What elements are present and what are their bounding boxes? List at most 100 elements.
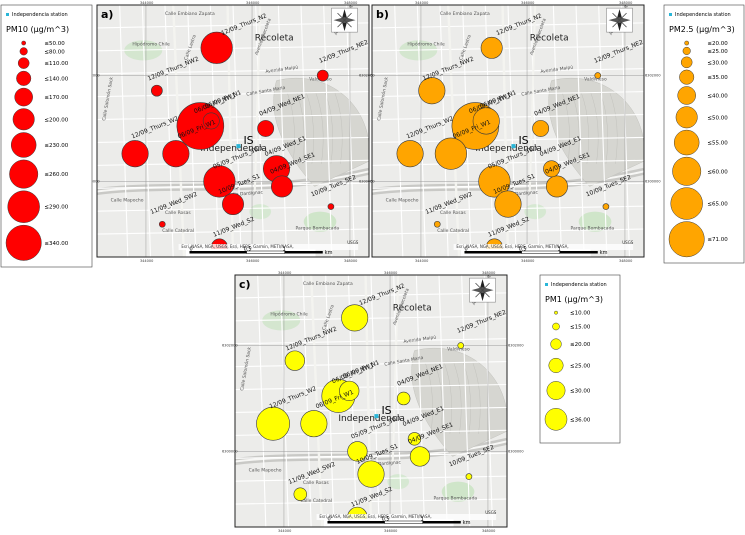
coord-top: 346000 — [521, 1, 534, 5]
scale-half: 0.5 — [382, 517, 390, 523]
street-label: Valdivieso — [447, 347, 470, 353]
site-marker-05-09-thurs-sw1 — [347, 441, 368, 462]
legend-swatch — [16, 70, 32, 86]
coord-top: 348000 — [344, 1, 357, 5]
legend-station-icon — [6, 13, 9, 16]
scale-zero: 0 — [327, 517, 330, 523]
legend-item: ≤170.00 — [44, 95, 68, 101]
place-independencia: Independencia — [200, 144, 266, 154]
legend-swatch — [544, 408, 568, 431]
legend-swatch — [10, 132, 37, 158]
scale-half: 0.5 — [244, 247, 252, 253]
basemap-credit: Esri, NASA, NGA, USGS, Esri, HERE, Garmi… — [319, 514, 431, 519]
site-marker-11-09-wed-sw2 — [158, 220, 166, 228]
legend-item: ≤35.00 — [707, 75, 728, 81]
coord-bottom: 348000 — [482, 529, 495, 533]
legend-item: ≤10.00 — [570, 311, 591, 317]
legend-station-icon — [545, 283, 548, 286]
site-marker-11-09-wed-sw2 — [433, 220, 441, 228]
legend-swatch — [19, 47, 28, 56]
site-marker-06-09-fri-w1 — [162, 140, 190, 168]
street-label: Valdivieso — [584, 77, 607, 83]
legend-swatch — [17, 57, 30, 69]
place-recoleta: Recoleta — [530, 33, 569, 43]
legend-item: ≤20.00 — [570, 342, 591, 348]
legend-swatch — [546, 381, 566, 400]
map-panel-pm25: Calle Embiano Zapata Avenida Maipú Valdivi… — [359, 1, 661, 263]
site-marker-04-09-wed-ne1 — [396, 391, 411, 406]
panel-letter: c) — [239, 278, 251, 291]
legend-item: ≤110.00 — [44, 61, 68, 67]
street-label: Calle Embiano Zapata — [303, 281, 353, 287]
legend-item: ≤40.00 — [707, 93, 728, 99]
site-marker-12-09-thurs-ne2 — [457, 342, 465, 349]
site-marker-04-09-wed-ne1 — [257, 120, 275, 137]
coord-bottom: 348000 — [619, 259, 632, 263]
coord-right: 6300000 — [645, 179, 661, 183]
street-label: Avenida Maipú — [265, 63, 299, 75]
site-marker-12-09-thurs-nw2 — [150, 84, 163, 97]
site-marker-05-09-thurs-sw1 — [203, 165, 236, 198]
basemap-credit-usgs: USGS — [347, 240, 359, 245]
site-marker-06-09-fri-n1 — [202, 112, 220, 130]
street-label: Calle Embiano Zapata — [165, 11, 215, 17]
coord-bottom: 346000 — [246, 259, 259, 263]
street-label: Calle Dardignac — [365, 459, 402, 468]
coord-bottom: 346000 — [384, 529, 397, 533]
scale-zero: 0 — [464, 247, 467, 253]
street-label: Calle Catedral — [162, 228, 194, 234]
scale-bar: Esri, NASA, NGA, USGS, Esri, HERE, Garmi… — [316, 510, 497, 527]
street-label: Calle Rosas — [440, 210, 466, 216]
site-marker-12-09-thurs-w2 — [256, 406, 290, 441]
legend-pm25: Independencia station PM2.5 (μg/m^3) ≤20.0… — [663, 4, 745, 264]
legend-swatch — [5, 224, 42, 261]
legend-title: PM1 (μg/m^3) — [545, 295, 603, 304]
legend-title: PM2.5 (μg/m^3) — [669, 25, 735, 34]
legend-station-label: Independencia station — [675, 12, 731, 18]
street-label: Calle Rosas — [303, 480, 329, 486]
legend-item: ≤71.00 — [707, 237, 728, 243]
street-label: Calle Embiano Zapata — [440, 11, 490, 17]
legend-item: ≤50.00 — [44, 41, 65, 47]
site-marker-11-09-wed-sw2 — [293, 487, 307, 501]
north-arrow-icon — [606, 7, 633, 33]
legend-swatch — [679, 69, 695, 85]
basemap-credit: Esri, NASA, NGA, USGS, Esri, HERE, Garmi… — [181, 244, 293, 249]
scale-one: 1 — [558, 247, 561, 253]
site-marker-10-09-tues-s1 — [494, 190, 522, 218]
legend-item: ≤30.00 — [570, 389, 591, 395]
coord-top: 346000 — [246, 1, 259, 5]
legend-item: ≤50.00 — [707, 115, 728, 121]
site-marker-10-09-tues-se2 — [465, 473, 473, 480]
coord-left: 6300000 — [359, 179, 375, 183]
legend-station-label: Independencia station — [551, 282, 607, 288]
site-marker-04-09-wed-se1 — [409, 446, 431, 467]
legend-swatch — [14, 87, 33, 107]
legend-swatch — [552, 322, 560, 331]
legend-item: ≤25.00 — [570, 363, 591, 369]
scale-bar: Esri, NASA, NGA, USGS, Esri, HERE, Garmi… — [453, 240, 634, 257]
panel-frame — [96, 4, 370, 258]
site-marker-12-09-thurs-n2 — [200, 31, 233, 64]
legend-item: ≤30.00 — [707, 60, 728, 66]
place-independencia: Independencia — [338, 414, 404, 424]
legend-item: ≤60.00 — [707, 169, 728, 175]
coord-top: 344000 — [415, 1, 428, 5]
legend-swatch — [550, 338, 562, 350]
legend-item: ≤260.00 — [44, 172, 68, 178]
place-independencia: Independencia — [475, 144, 541, 154]
legend-item: ≤36.00 — [570, 417, 591, 423]
site-marker-06-09-fri-n1 — [339, 380, 360, 402]
place-parque: Parque Bombacada — [296, 225, 340, 231]
legend-item: ≤55.00 — [707, 141, 728, 147]
coord-top: 348000 — [482, 271, 495, 275]
site-marker-04-09-wed-e1 — [543, 160, 560, 178]
panel-frame — [234, 274, 508, 528]
site-marker-06-09-fri-n1 — [472, 107, 500, 135]
coord-bottom: 344000 — [278, 529, 291, 533]
legend-station-label: Independencia station — [12, 12, 68, 18]
site-marker-12-09-thurs-ne2 — [316, 69, 329, 82]
